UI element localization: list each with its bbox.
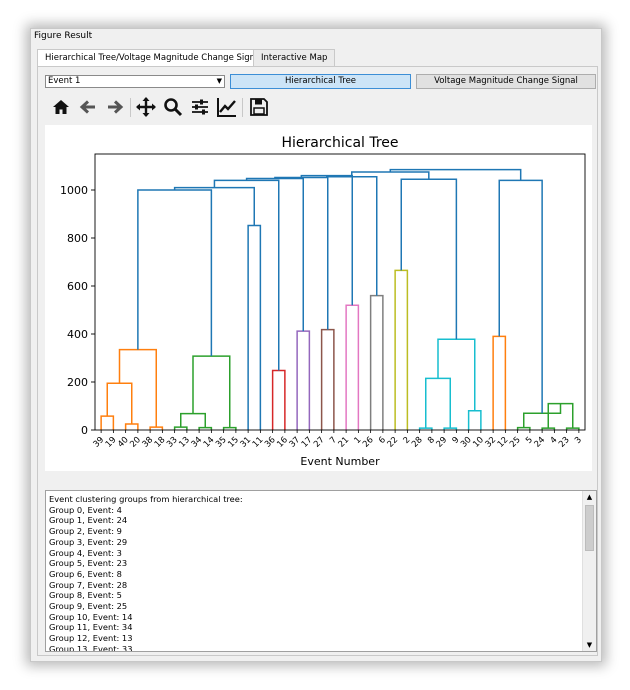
back-arrow-icon[interactable] xyxy=(77,96,99,118)
x-tick-label: 21 xyxy=(337,435,352,450)
output-line: Group 0, Event: 4 xyxy=(49,504,122,515)
dendrogram-link xyxy=(192,355,231,428)
voltage-signal-button[interactable]: Voltage Magnitude Change Signal xyxy=(416,74,596,89)
x-tick-label: 27 xyxy=(312,435,327,450)
dendrogram-link xyxy=(274,176,329,330)
pan-icon[interactable] xyxy=(135,96,157,118)
x-tick-label: 2 xyxy=(402,435,413,446)
x-tick-label: 6 xyxy=(377,435,388,446)
y-tick-label: 800 xyxy=(67,232,88,245)
save-icon[interactable] xyxy=(248,96,270,118)
y-tick-label: 400 xyxy=(67,328,88,341)
x-tick-label: 22 xyxy=(386,435,401,450)
output-line: Group 8, Event: 5 xyxy=(49,590,122,601)
y-tick-label: 600 xyxy=(67,280,88,293)
x-tick-label: 3 xyxy=(573,435,584,446)
dendrogram-link xyxy=(137,189,213,357)
x-tick-label: 26 xyxy=(361,435,376,450)
vertical-scrollbar[interactable]: ▲ ▼ xyxy=(582,491,596,651)
y-tick-label: 200 xyxy=(67,376,88,389)
tab-panel: Event 1 ▼ Hierarchical Tree Voltage Magn… xyxy=(37,66,598,656)
output-line: Event clustering groups from hierarchica… xyxy=(49,494,243,504)
zoom-icon[interactable] xyxy=(162,96,184,118)
output-line: Group 7, Event: 28 xyxy=(49,579,128,590)
dendrogram-link xyxy=(118,348,157,428)
dendrogram-link xyxy=(300,174,353,306)
dendrogram-link xyxy=(245,177,304,332)
edit-axis-icon[interactable] xyxy=(216,96,238,118)
dendrogram-link xyxy=(369,294,384,430)
output-line: Group 12, Event: 13 xyxy=(49,633,133,644)
chevron-down-icon[interactable]: ▼ xyxy=(216,77,222,85)
x-tick-label: 5 xyxy=(524,435,535,446)
y-tick-label: 1000 xyxy=(60,184,88,197)
output-line: Group 6, Event: 8 xyxy=(49,568,122,579)
event-select[interactable]: Event 1 ▼ xyxy=(45,75,225,88)
dendrogram-link xyxy=(100,415,115,430)
x-tick-label: 7 xyxy=(328,435,339,446)
figure-canvas[interactable]: Hierarchical Tree 0 200 400 600 800 1000 39 19 40… xyxy=(45,125,592,471)
tab-interactive-map[interactable]: Interactive Map xyxy=(253,49,336,66)
x-tick-label: 8 xyxy=(426,435,437,446)
tab-hierarchical-tree-voltage[interactable]: Hierarchical Tree/Voltage Magnitude Chan… xyxy=(37,49,271,67)
scrollbar-thumb[interactable] xyxy=(585,505,594,551)
output-line: Group 1, Event: 24 xyxy=(49,515,128,526)
figure-result-window: Figure Result Hierarchical Tree/Voltage … xyxy=(30,28,602,662)
event-select-value: Event 1 xyxy=(48,76,81,86)
output-line: Group 5, Event: 23 xyxy=(49,558,128,569)
dendrogram-link xyxy=(296,330,311,430)
x-tick-label: 24 xyxy=(533,435,548,450)
chart-title: Hierarchical Tree xyxy=(281,135,398,151)
scroll-down-icon[interactable]: ▼ xyxy=(586,641,593,649)
dendrogram-link xyxy=(320,328,335,430)
tab-bar: Hierarchical Tree/Voltage Magnitude Chan… xyxy=(37,49,597,67)
output-line: Group 2, Event: 9 xyxy=(49,526,122,537)
output-line: Group 13, Event: 33 xyxy=(49,643,133,652)
dendrogram-link xyxy=(173,186,255,226)
dendrogram-link xyxy=(389,168,522,181)
x-tick-label: 4 xyxy=(549,435,560,446)
plot-frame xyxy=(94,153,586,431)
dendrogram-link xyxy=(400,178,458,340)
dendrogram-chart: Hierarchical Tree02004006008001000391940… xyxy=(60,135,586,468)
output-line: Group 10, Event: 14 xyxy=(49,611,133,622)
dendrogram-link xyxy=(271,369,286,430)
window-title: Figure Result xyxy=(34,31,93,41)
output-lines: Event clustering groups from hierarchica… xyxy=(49,494,243,652)
dendrogram-link xyxy=(247,224,262,430)
x-tick-label: 25 xyxy=(508,435,523,450)
dendrogram-link xyxy=(492,335,507,430)
x-tick-label: 23 xyxy=(557,435,572,450)
y-tick-label: 0 xyxy=(81,424,88,437)
dendrogram-link xyxy=(467,410,482,430)
dendrogram-link xyxy=(326,175,378,296)
forward-arrow-icon[interactable] xyxy=(104,96,126,118)
dendrogram-link xyxy=(351,171,430,180)
dendrogram-link xyxy=(425,377,451,429)
output-line: Group 11, Event: 34 xyxy=(49,622,133,633)
plot-toolbar xyxy=(50,96,280,120)
scroll-up-icon[interactable]: ▲ xyxy=(586,493,593,501)
output-line: Group 4, Event: 3 xyxy=(49,547,122,558)
x-tick-label: 1 xyxy=(353,435,364,446)
x-tick-label: 28 xyxy=(410,435,425,450)
dendrogram-link xyxy=(106,382,133,424)
dendrogram-link xyxy=(213,179,280,371)
dendrogram-link xyxy=(437,338,476,411)
dendrogram-link xyxy=(180,412,206,428)
dendrogram-link xyxy=(345,304,360,430)
output-line: Group 9, Event: 25 xyxy=(49,601,128,612)
output-line: Group 3, Event: 29 xyxy=(49,536,128,547)
x-tick-label: 29 xyxy=(435,435,450,450)
configure-subplots-icon[interactable] xyxy=(189,96,211,118)
x-axis-label: Event Number xyxy=(300,455,380,468)
toolbar-separator xyxy=(130,98,131,117)
dendrogram-link xyxy=(394,269,409,430)
hierarchical-tree-button[interactable]: Hierarchical Tree xyxy=(230,74,411,89)
x-tick-label: 9 xyxy=(451,435,462,446)
dendrogram-link xyxy=(124,423,139,430)
home-icon[interactable] xyxy=(50,96,72,118)
clustering-output-textbox[interactable]: Event clustering groups from hierarchica… xyxy=(45,490,597,652)
toolbar-separator xyxy=(242,98,243,117)
